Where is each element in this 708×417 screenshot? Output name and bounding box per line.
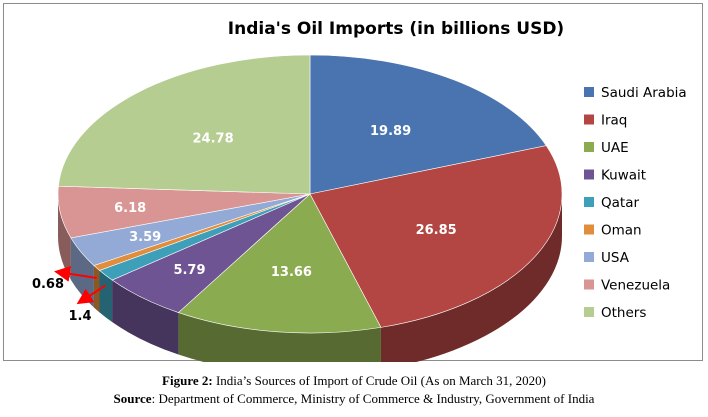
- legend-label-oman: Oman: [601, 223, 642, 239]
- pie-labels: 19.89 26.85 13.66 5.79 3.59 6.18 24.78: [114, 124, 457, 280]
- pie-slice-others: [58, 54, 311, 195]
- legend-label-venezuela: Venezuela: [601, 278, 670, 294]
- chart-area: India's Oil Imports (in billions USD) 19…: [3, 3, 703, 362]
- legend-label-others: Others: [601, 305, 646, 321]
- legend-swatch-oman: [584, 224, 594, 235]
- pie-side-venezuela: [58, 194, 71, 280]
- value-label-uae: 13.66: [271, 265, 312, 280]
- pie-side-qatar: [99, 270, 113, 323]
- legend-swatch-iraq: [584, 114, 594, 125]
- value-label-qatar: 1.4: [68, 309, 91, 324]
- pie-side-uae: [178, 312, 381, 362]
- legend-label-iraq: Iraq: [601, 113, 627, 129]
- legend-label-usa: USA: [601, 250, 630, 266]
- legend: Saudi Arabia Iraq UAE Kuwait Qatar Oman USA Ven…: [584, 85, 687, 321]
- pie-slice-saudi-arabia: [309, 54, 547, 195]
- source-text: : Department of Commerce, Ministry of Co…: [151, 391, 595, 406]
- legend-swatch-qatar: [584, 197, 594, 207]
- legend-swatch-kuwait: [584, 169, 594, 180]
- legend-label-qatar: Qatar: [601, 195, 639, 211]
- figure-caption-line: Figure 2: India’s Sources of Import of C…: [0, 372, 708, 390]
- pie-side-kuwait: [112, 280, 179, 355]
- value-label-saudi-arabia: 19.89: [370, 124, 411, 139]
- value-label-kuwait: 5.79: [173, 263, 205, 278]
- callout-arrow-oman: [54, 265, 97, 282]
- figure-caption: Figure 2: India’s Sources of Import of C…: [0, 372, 708, 408]
- source-label: Source: [113, 391, 152, 406]
- callouts: 1.4 0.68: [32, 265, 107, 324]
- value-label-usa: 3.59: [129, 230, 161, 245]
- pie-tops: [57, 54, 563, 334]
- figure-label: Figure 2:: [162, 373, 213, 388]
- value-label-others: 24.78: [193, 131, 234, 146]
- legend-label-uae: UAE: [601, 140, 629, 156]
- figure-text: India’s Sources of Import of Crude Oil (…: [212, 373, 546, 388]
- chart-title: India's Oil Imports (in billions USD): [228, 19, 564, 39]
- legend-swatch-venezuela: [584, 279, 594, 290]
- pie-side-iraq: [380, 194, 562, 362]
- source-line: Source: Department of Commerce, Ministry…: [0, 390, 708, 408]
- value-label-venezuela: 6.18: [114, 201, 146, 216]
- value-label-iraq: 26.85: [416, 223, 457, 238]
- pie-chart: India's Oil Imports (in billions USD) 19…: [32, 19, 687, 362]
- pie-slice-iraq: [309, 145, 563, 328]
- legend-label-kuwait: Kuwait: [601, 168, 646, 184]
- pie-slice-uae: [177, 193, 382, 334]
- legend-label-saudi-arabia: Saudi Arabia: [601, 85, 687, 101]
- value-label-oman: 0.68: [32, 277, 64, 292]
- legend-swatch-saudi-arabia: [584, 87, 594, 97]
- legend-swatch-usa: [584, 252, 594, 262]
- callout-arrow-qatar: [76, 284, 107, 305]
- legend-swatch-others: [584, 307, 594, 317]
- legend-swatch-uae: [584, 142, 594, 152]
